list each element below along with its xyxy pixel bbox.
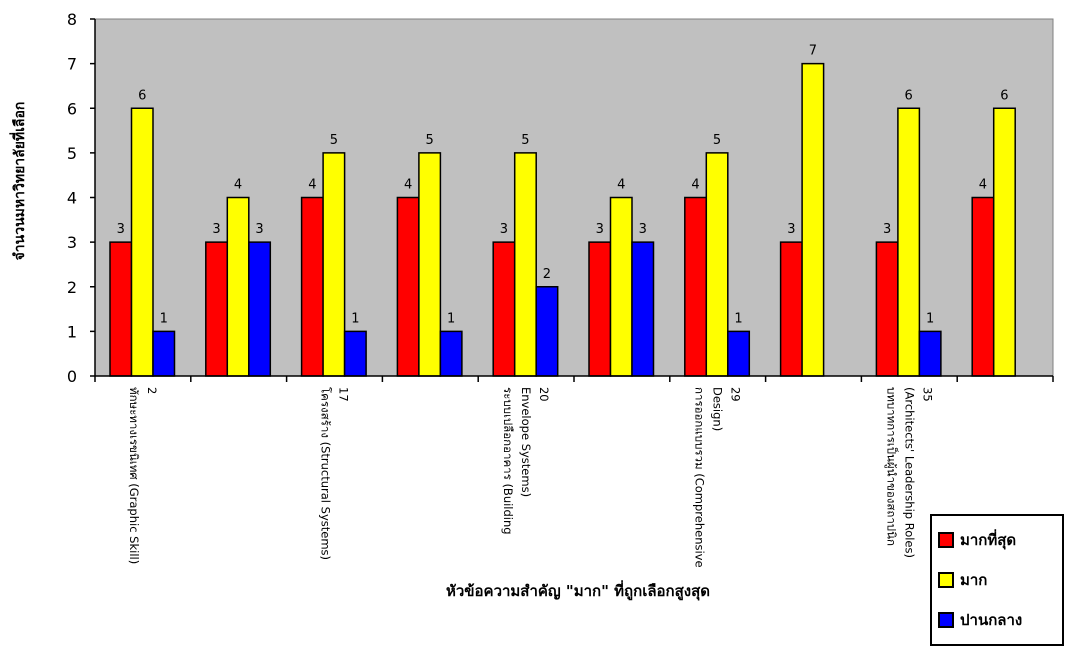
bar — [152, 330, 176, 377]
bar-data-label: 5 — [330, 133, 338, 148]
bar-data-label: 4 — [308, 178, 316, 193]
bar-data-label: 3 — [500, 222, 508, 237]
y-tick-label: 7 — [67, 55, 77, 74]
legend-item-moderate: ปานกลาง — [938, 608, 1022, 632]
bar-data-label: 3 — [255, 222, 263, 237]
x-category-label: 17 — [337, 387, 351, 402]
bar-data-label: 6 — [1000, 88, 1008, 103]
bar — [609, 196, 633, 377]
legend-swatch-red — [938, 532, 954, 548]
bar — [109, 241, 133, 377]
y-tick-label: 2 — [67, 278, 77, 297]
bar — [513, 152, 537, 377]
legend-label: มาก — [960, 571, 988, 589]
bar-data-label: 3 — [639, 222, 647, 237]
bar — [801, 62, 825, 377]
bar-data-label: 6 — [138, 88, 146, 103]
y-axis: 0 1 2 3 4 5 6 7 8 — [67, 10, 96, 386]
bar — [439, 330, 463, 377]
x-axis-title: หัวข้อความสำคัญ "มาก" ที่ถูกเลือกสูงสุด — [446, 580, 710, 601]
bar — [875, 241, 899, 377]
x-category-label: 35 — [920, 387, 934, 402]
legend: มากที่สุด มาก ปานกลาง — [930, 514, 1064, 646]
bar — [248, 241, 272, 377]
x-category-label: 2 — [145, 387, 159, 394]
bar — [322, 152, 346, 377]
bar — [418, 152, 442, 377]
bar — [130, 107, 154, 377]
x-category-label: 20 — [537, 387, 551, 402]
bar — [300, 196, 324, 377]
bar — [779, 241, 803, 377]
bar-data-label: 1 — [160, 311, 168, 326]
bar — [205, 241, 229, 377]
data-labels-layer: 3 3 4 4 3 3 4 3 3 4 6 4 5 5 5 4 5 7 6 6 1 3 1 1 2 3 1 1 — [117, 44, 1009, 327]
y-tick-label: 0 — [67, 367, 77, 386]
bar-data-label: 4 — [617, 178, 625, 193]
x-category-label: บทบาทการเป็นผู้นำของสถาปนิก — [884, 387, 899, 546]
legend-item-much: มาก — [938, 568, 987, 592]
bar — [226, 196, 250, 377]
y-tick-label: 5 — [67, 144, 77, 163]
bar-data-label: 7 — [809, 44, 817, 59]
y-tick-label: 8 — [67, 10, 77, 29]
legend-item-most: มากที่สุด — [938, 528, 1016, 552]
bar-data-label: 1 — [926, 311, 934, 326]
bar-data-label: 5 — [521, 133, 529, 148]
bar-data-label: 4 — [691, 178, 699, 193]
bar — [396, 196, 420, 377]
x-category-label: Envelope Systems) — [519, 387, 533, 497]
bar — [727, 330, 751, 377]
bar-data-label: 3 — [787, 222, 795, 237]
bar-data-label: 3 — [117, 222, 125, 237]
x-category-label: (Architects' Leadership Roles) — [902, 387, 916, 558]
x-category-label: 29 — [729, 387, 743, 402]
bar-data-label: 1 — [351, 311, 359, 326]
bar-data-label: 3 — [212, 222, 220, 237]
bar — [684, 196, 708, 377]
bar — [918, 330, 942, 377]
bar — [705, 152, 729, 377]
y-tick-label: 6 — [67, 99, 77, 118]
bar — [992, 107, 1016, 377]
bar-data-label: 5 — [426, 133, 434, 148]
bar-data-label: 4 — [404, 178, 412, 193]
bar — [535, 286, 559, 377]
bar-data-label: 3 — [596, 222, 604, 237]
bar — [971, 196, 995, 377]
x-axis: ทักษะทางเรขนิเทศ (Graphic Skill) 2 โครงสร้… — [94, 375, 1054, 568]
bars-layer — [109, 62, 1016, 377]
y-tick-label: 4 — [67, 189, 77, 208]
x-category-label: ระบบเปลือกอาคาร (Building — [501, 387, 515, 535]
bar-data-label: 4 — [979, 178, 987, 193]
y-tick-label: 3 — [67, 233, 77, 252]
bar-data-label: 6 — [905, 88, 913, 103]
bar — [631, 241, 655, 377]
y-tick-label: 1 — [67, 322, 77, 341]
bar-data-label: 3 — [883, 222, 891, 237]
bar — [492, 241, 516, 377]
legend-swatch-blue — [938, 612, 954, 628]
bar-data-label: 1 — [447, 311, 455, 326]
x-category-label: การออกแบบรวม (Comprehensive — [693, 387, 707, 568]
bar-data-label: 2 — [543, 267, 551, 282]
x-category-label: Design) — [711, 387, 725, 431]
bar-data-label: 1 — [734, 311, 742, 326]
x-category-label: ทักษะทางเรขนิเทศ (Graphic Skill) — [127, 387, 141, 564]
bar — [343, 330, 367, 377]
legend-label: มากที่สุด — [960, 531, 1017, 549]
legend-label: ปานกลาง — [960, 611, 1023, 629]
x-category-label: โครงสร้าง (Structural Systems) — [319, 387, 333, 560]
bar-data-label: 4 — [234, 178, 242, 193]
y-axis-title: จำนวนมหาวิทยาลัยที่เลือก — [9, 102, 28, 261]
bar-data-label: 5 — [713, 133, 721, 148]
bar — [897, 107, 921, 377]
bar — [588, 241, 612, 377]
legend-swatch-yellow — [938, 572, 954, 588]
